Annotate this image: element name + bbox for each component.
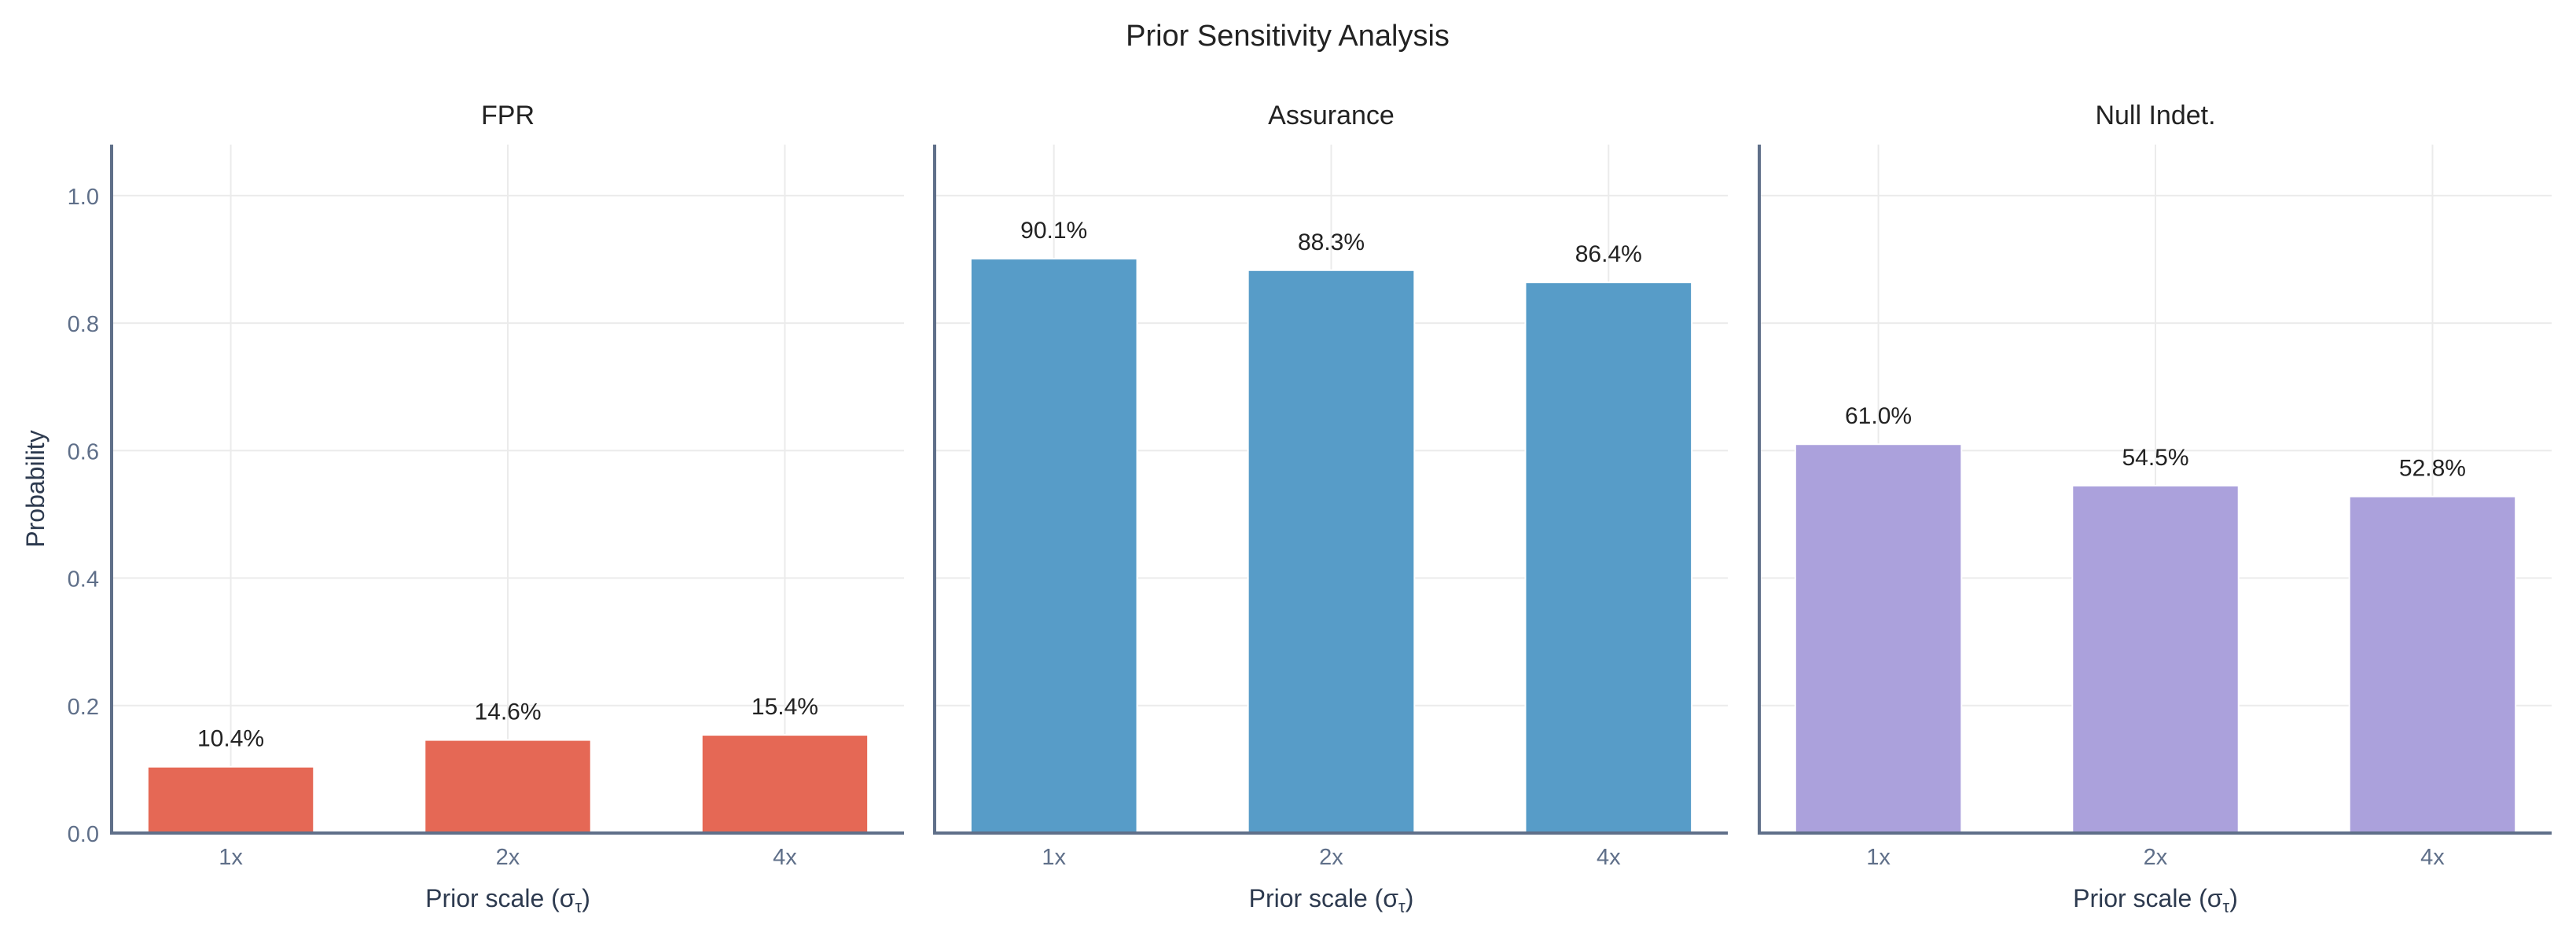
panel-title: Assurance [1268, 101, 1395, 130]
bar-null-indet--2x [2071, 484, 2240, 834]
x-tick-label: 2x [1319, 845, 1343, 870]
x-tick-label: 4x [1597, 845, 1621, 870]
y-tick-label: 1.0 [68, 185, 99, 210]
x-tick-label: 2x [2144, 845, 2168, 870]
x-axis-label: Prior scale (στ) [1249, 884, 1414, 916]
bar-null-indet--4x [2348, 495, 2517, 834]
bar-value-label: 14.6% [474, 699, 541, 725]
bar-fpr-1x [146, 765, 315, 835]
x-tick-label: 4x [2420, 845, 2445, 870]
bar-value-label: 86.4% [1575, 241, 1642, 267]
bar-value-label: 52.8% [2399, 456, 2466, 482]
bar-assurance-4x [1524, 281, 1693, 834]
panel-title: FPR [481, 101, 535, 130]
bar-value-label: 10.4% [197, 726, 264, 752]
bar-value-label: 15.4% [751, 694, 818, 720]
bar-value-label: 61.0% [1845, 403, 1912, 429]
x-tick-label: 2x [496, 845, 520, 870]
y-tick-label: 0.2 [68, 695, 99, 720]
chart-title: Prior Sensitivity Analysis [1126, 20, 1450, 53]
bar-fpr-2x [424, 739, 592, 834]
bar-null-indet--1x [1794, 443, 1963, 834]
bar-value-label: 88.3% [1298, 229, 1365, 255]
y-tick-label: 0.0 [68, 822, 99, 847]
bar-fpr-4x [700, 734, 869, 834]
bar-value-label: 90.1% [1020, 218, 1087, 244]
y-tick-label: 0.4 [68, 567, 99, 593]
x-axis-label: Prior scale (στ) [2073, 884, 2238, 916]
x-axis-label: Prior scale (στ) [425, 884, 590, 916]
bar-value-label: 54.5% [2122, 445, 2188, 471]
x-tick-label: 4x [773, 845, 797, 870]
x-tick-label: 1x [1042, 845, 1066, 870]
x-tick-label: 1x [1866, 845, 1891, 870]
y-axis-label: Probability [21, 430, 50, 547]
bar-assurance-2x [1247, 269, 1416, 834]
y-tick-label: 0.8 [68, 312, 99, 337]
x-tick-label: 1x [219, 845, 243, 870]
panel-title: Null Indet. [2095, 101, 2215, 130]
y-tick-label: 0.6 [68, 439, 99, 464]
bar-assurance-1x [969, 258, 1138, 834]
